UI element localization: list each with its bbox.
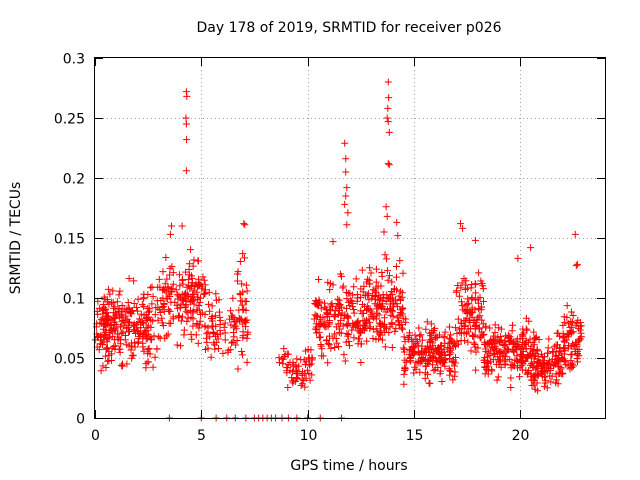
- x-tick-label: 5: [197, 428, 206, 444]
- x-axis-label: GPS time / hours: [290, 458, 407, 474]
- y-axis-label: SRMTID / TECUs: [8, 182, 24, 295]
- x-tick-label: 10: [300, 428, 318, 444]
- y-tick-label: 0.05: [54, 352, 85, 368]
- chart-title: Day 178 of 2019, SRMTID for receiver p02…: [196, 20, 501, 36]
- y-tick-label: 0.1: [63, 292, 85, 308]
- y-tick-label: 0.15: [54, 232, 85, 248]
- y-tick-label: 0.3: [63, 52, 85, 68]
- x-tick-label: 20: [512, 428, 530, 444]
- x-tick-label: 15: [406, 428, 424, 444]
- y-tick-label: 0.2: [63, 172, 85, 188]
- x-tick-label: 0: [91, 428, 100, 444]
- y-tick-label: 0.25: [54, 112, 85, 128]
- chart-background: [0, 0, 640, 480]
- y-tick-label: 0: [76, 412, 85, 428]
- srmtid-scatter-chart: Day 178 of 2019, SRMTID for receiver p02…: [0, 0, 640, 480]
